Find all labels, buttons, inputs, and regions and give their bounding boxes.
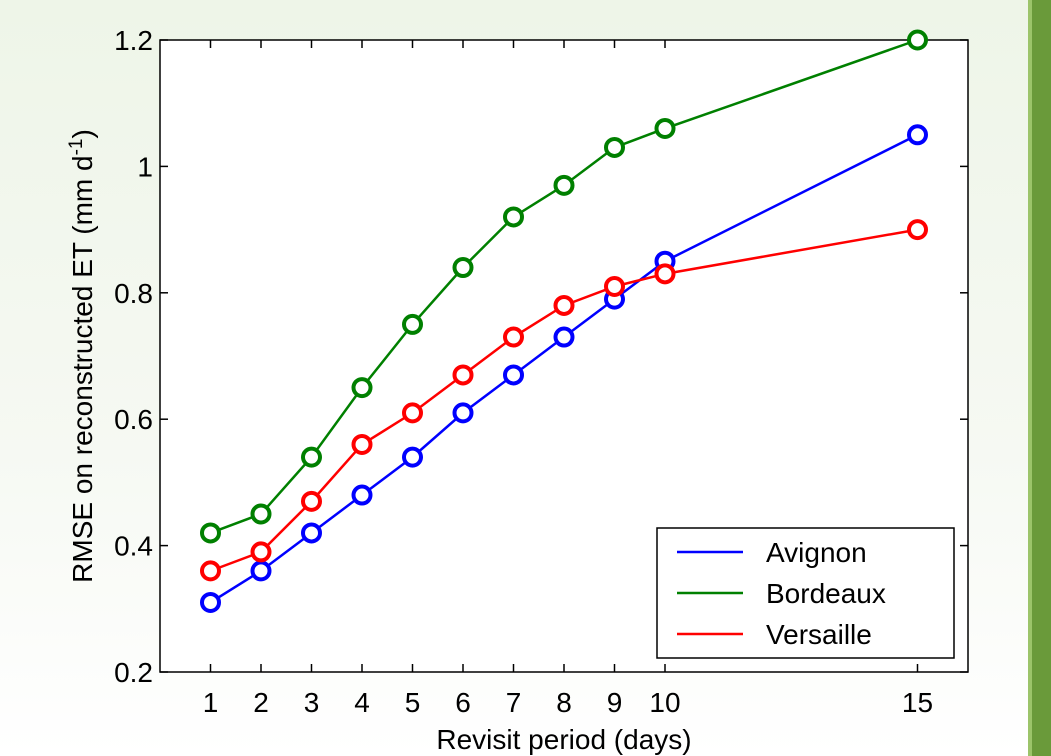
data-point-bordeaux — [301, 446, 322, 468]
data-point-bordeaux — [907, 29, 928, 51]
legend-label: Bordeaux — [766, 578, 886, 609]
legend-label: Versaille — [766, 619, 872, 650]
data-point-versaille — [250, 541, 272, 563]
data-point-avignon — [503, 364, 524, 386]
x-tick-label: 8 — [556, 687, 572, 718]
legend-box — [656, 527, 955, 659]
y-axis-title-superscript: -1 — [66, 139, 87, 156]
data-point-versaille — [200, 560, 221, 582]
y-tick-label: 0.8 — [114, 278, 153, 309]
frame-accent-bar — [1030, 0, 1051, 756]
frame-accent-highlight — [1028, 0, 1032, 756]
x-tick-label: 2 — [253, 687, 269, 718]
data-point-versaille — [402, 402, 423, 424]
data-point-bordeaux — [654, 117, 676, 139]
data-point-versaille — [907, 219, 928, 241]
data-point-avignon — [907, 124, 928, 146]
data-point-versaille — [553, 294, 575, 316]
data-point-versaille — [452, 364, 474, 386]
data-point-bordeaux — [604, 136, 625, 158]
data-point-bordeaux — [553, 174, 575, 196]
y-axis-title: RMSE on reconstructed ET (mm d-1) — [66, 129, 98, 583]
y-tick-label: 1.2 — [114, 25, 153, 56]
x-tick-label: 7 — [506, 687, 522, 718]
data-point-avignon — [301, 522, 322, 544]
x-tick-label: 5 — [405, 687, 421, 718]
x-tick-label: 10 — [649, 687, 680, 718]
data-point-bordeaux — [402, 313, 423, 335]
data-point-versaille — [604, 275, 625, 297]
y-axis-title-close: ) — [67, 129, 98, 138]
y-axis-title-main: RMSE on reconstructed ET (mm d — [67, 155, 98, 582]
data-point-versaille — [654, 263, 676, 285]
y-tick-label: 0.6 — [114, 404, 153, 435]
data-point-bordeaux — [250, 503, 272, 525]
data-point-versaille — [301, 490, 322, 512]
data-point-versaille — [503, 326, 524, 348]
data-point-avignon — [402, 446, 423, 468]
data-point-avignon — [553, 326, 575, 348]
y-tick-label: 0.4 — [114, 531, 153, 562]
axis-ticks: 1 2 3 4 5 6 7 8 9 10 15 0.2 0.4 0.6 0.8 1 1.2 — [114, 25, 968, 718]
x-tick-label: 4 — [354, 687, 370, 718]
x-tick-label: 3 — [304, 687, 320, 718]
x-tick-label: 15 — [902, 687, 933, 718]
y-tick-label: 0.2 — [114, 657, 153, 688]
x-tick-label: 6 — [455, 687, 471, 718]
legend-label: Avignon — [766, 537, 867, 568]
data-point-avignon — [351, 484, 373, 506]
data-point-bordeaux — [351, 377, 373, 399]
data-point-avignon — [200, 591, 221, 613]
series-points — [200, 29, 928, 613]
x-tick-label: 1 — [203, 687, 219, 718]
x-axis-title: Revisit period (days) — [436, 724, 691, 755]
data-point-versaille — [351, 433, 373, 455]
data-point-bordeaux — [503, 206, 524, 228]
y-tick-label: 1 — [137, 151, 153, 182]
data-point-bordeaux — [200, 522, 221, 544]
x-tick-label: 9 — [607, 687, 623, 718]
data-point-avignon — [250, 560, 272, 582]
data-point-avignon — [452, 402, 474, 424]
legend: Avignon Bordeaux Versaille — [656, 527, 955, 659]
data-point-bordeaux — [452, 257, 474, 279]
